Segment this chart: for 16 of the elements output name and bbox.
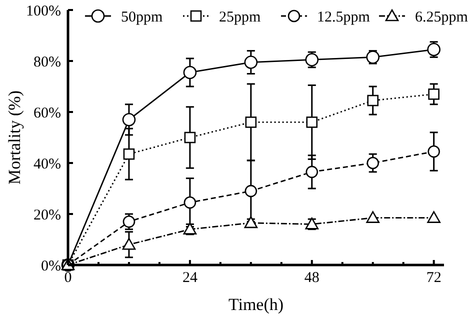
y-tick-label: 20% — [34, 207, 61, 224]
y-tick-label: 0% — [41, 258, 61, 274]
x-axis-title: Time(h) — [228, 295, 284, 314]
x-tick-label: 48 — [304, 270, 320, 286]
y-tick-label: 60% — [34, 105, 61, 122]
y-tick-label: 40% — [34, 156, 61, 172]
legend-label: 25ppm — [219, 9, 261, 26]
y-tick-label: 100% — [26, 3, 61, 20]
y-axis-title: Mortality (%) — [5, 90, 24, 184]
legend-label: 12.5ppm — [317, 9, 370, 26]
legend-label: 6.25ppm — [415, 9, 468, 26]
legend-label: 50ppm — [121, 9, 163, 26]
x-tick-label: 24 — [182, 270, 198, 286]
y-tick-label: 80% — [34, 54, 61, 70]
x-tick-label: 0 — [64, 270, 72, 286]
x-tick-label: 72 — [426, 270, 442, 286]
